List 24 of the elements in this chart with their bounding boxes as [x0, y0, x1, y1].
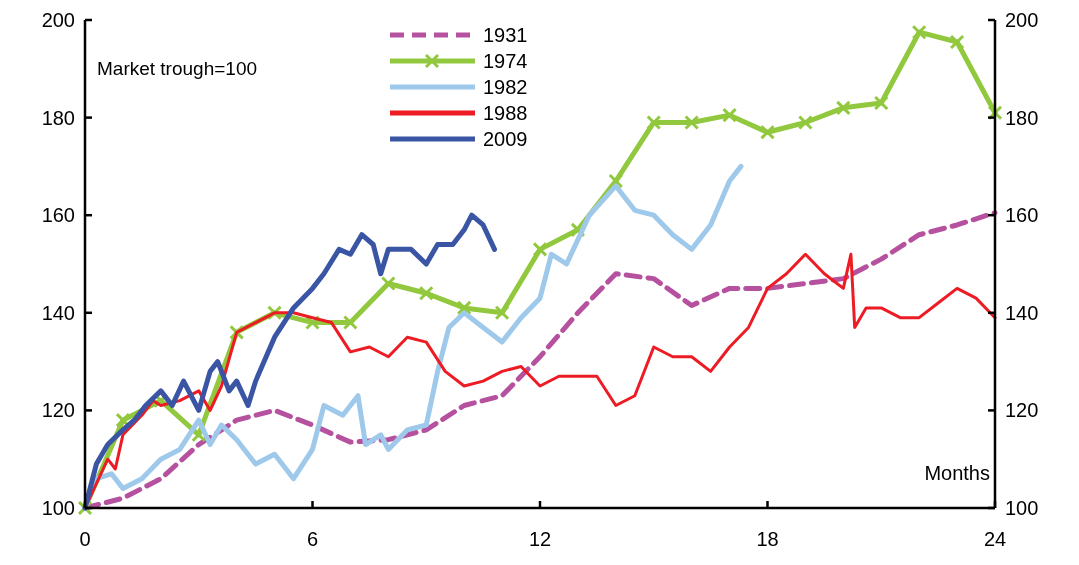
- y-tick-label: 140: [41, 301, 75, 324]
- y-tick-label: 120: [41, 399, 75, 422]
- x-tick-label: 12: [528, 528, 552, 550]
- y2-tick-label: 180: [1005, 106, 1039, 129]
- x-tick-label: 6: [306, 528, 319, 550]
- y-tick-label: 160: [41, 204, 75, 227]
- y-tick-label: 200: [41, 9, 75, 31]
- x-axis-title: Months: [924, 462, 990, 484]
- annotation: Market trough=100: [97, 58, 258, 79]
- legend-label: 1988: [483, 102, 528, 124]
- y2-tick-label: 200: [1005, 9, 1039, 31]
- legend-label: 2009: [483, 128, 528, 150]
- y2-tick-label: 120: [1005, 399, 1039, 422]
- legend-label: 1931: [483, 24, 528, 46]
- x-tick-label: 24: [983, 528, 1007, 550]
- y2-tick-label: 140: [1005, 301, 1039, 324]
- y-tick-label: 180: [41, 106, 75, 129]
- y2-tick-label: 100: [1005, 497, 1039, 519]
- y-tick-label: 100: [41, 497, 75, 519]
- legend-label: 1982: [483, 76, 528, 98]
- x-tick-label: 18: [756, 528, 779, 550]
- x-tick-label: 0: [79, 528, 91, 550]
- legend-label: 1974: [483, 50, 528, 72]
- y2-tick-label: 160: [1005, 204, 1039, 227]
